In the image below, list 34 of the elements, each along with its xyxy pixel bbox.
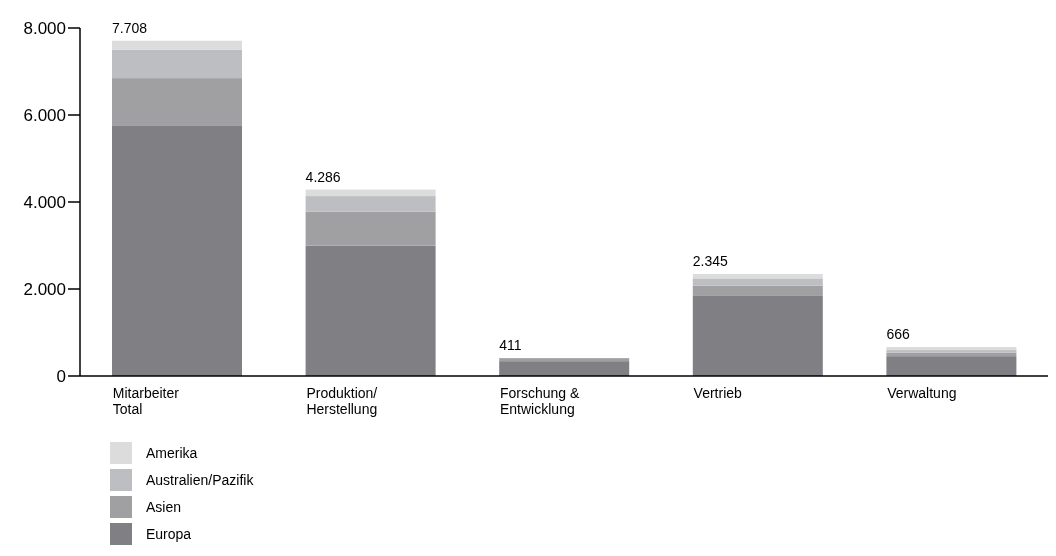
x-tick-label: Verwaltung [887,385,957,401]
bar [305,196,436,212]
bar [499,361,630,376]
bar [112,78,242,126]
total-label: 2.345 [692,252,729,269]
x-tick-label: Forschung & Entwicklung [500,385,581,417]
legend-label: Europa [146,525,192,542]
bar [692,285,823,296]
total-label: 666 [886,326,910,343]
x-tick-label: Produktion/ Herstellung [306,385,378,417]
legend-label: Australien/Pazifik [146,471,254,488]
bar [886,356,1017,376]
legend-label: Amerika [146,444,198,461]
bar [692,273,823,279]
y-tick-label: 0 [56,367,66,387]
bar [112,125,242,376]
bar [305,211,436,246]
bar [305,245,436,376]
total-label: 7.708 [112,19,148,36]
bar [305,189,436,197]
total-label: 4.286 [305,168,341,185]
bar [692,278,823,286]
bar [112,49,242,79]
y-tick-label: 4.000 [23,193,66,213]
y-tick-label: 8.000 [23,19,66,39]
y-tick-label: 6.000 [23,106,66,126]
y-tick-label: 2.000 [23,280,66,300]
bar [112,40,242,50]
x-tick-label: Vertrieb [693,385,743,401]
bar [692,295,823,376]
bar [499,358,630,362]
legend-label: Asien [146,498,182,515]
x-tick-label: Mitarbeiter Total [112,385,180,417]
total-label: 411 [499,337,522,354]
